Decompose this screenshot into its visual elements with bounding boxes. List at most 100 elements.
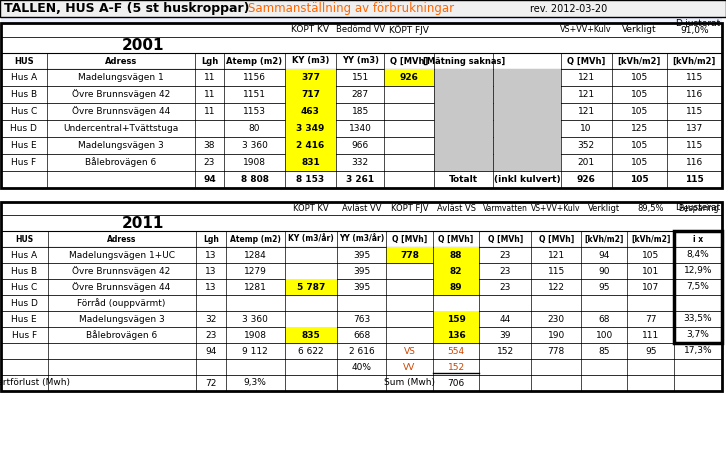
Bar xyxy=(434,120,494,137)
Text: 38: 38 xyxy=(204,141,215,150)
Text: i x: i x xyxy=(693,235,703,244)
Text: rev. 2012-03-20: rev. 2012-03-20 xyxy=(530,4,607,14)
Text: Kulvertförlust (Mwh): Kulvertförlust (Mwh) xyxy=(0,379,70,387)
Text: 23: 23 xyxy=(205,331,216,339)
Text: Q [MVh]: Q [MVh] xyxy=(392,235,427,244)
Text: 763: 763 xyxy=(353,314,370,323)
Text: 77: 77 xyxy=(645,314,656,323)
Bar xyxy=(1,120,722,137)
Text: 105: 105 xyxy=(631,158,648,167)
Bar xyxy=(494,69,560,86)
Text: 17,3%: 17,3% xyxy=(684,347,712,356)
Text: 107: 107 xyxy=(642,283,659,291)
Text: 44: 44 xyxy=(499,314,511,323)
Text: 13: 13 xyxy=(205,266,216,275)
Text: 88: 88 xyxy=(450,251,462,260)
Text: Hus F: Hus F xyxy=(12,158,36,167)
Text: 13: 13 xyxy=(205,251,216,260)
Text: Undercentral+Tvättstuga: Undercentral+Tvättstuga xyxy=(63,124,179,133)
Text: Adress: Adress xyxy=(105,57,136,66)
Text: 68: 68 xyxy=(598,314,610,323)
Text: 287: 287 xyxy=(351,90,369,99)
Text: Lgh: Lgh xyxy=(203,235,219,244)
Text: 5 787: 5 787 xyxy=(297,283,325,291)
Text: Varmvatten: Varmvatten xyxy=(483,204,528,213)
Text: 115: 115 xyxy=(686,141,703,150)
Text: Adress: Adress xyxy=(107,235,136,244)
Bar xyxy=(1,263,722,279)
Text: 2 616: 2 616 xyxy=(348,347,375,356)
Text: Q [MVh]: Q [MVh] xyxy=(567,57,605,66)
Text: 1284: 1284 xyxy=(244,251,266,260)
Bar xyxy=(1,343,722,359)
Text: Atemp (m2): Atemp (m2) xyxy=(227,57,282,66)
Text: 7,5%: 7,5% xyxy=(687,283,709,291)
Text: [kVh/m2]: [kVh/m2] xyxy=(618,57,661,66)
Text: 12,9%: 12,9% xyxy=(684,266,712,275)
Text: 89,5%: 89,5% xyxy=(637,204,664,213)
Text: [kVh/m2]: [kVh/m2] xyxy=(673,57,716,66)
Text: 8,4%: 8,4% xyxy=(687,251,709,260)
Text: 1279: 1279 xyxy=(244,266,266,275)
Text: Hus C: Hus C xyxy=(11,283,38,291)
Bar xyxy=(433,311,479,327)
Text: 352: 352 xyxy=(578,141,595,150)
Text: VS+VV+Kulv: VS+VV+Kulv xyxy=(560,25,612,34)
Text: Hus A: Hus A xyxy=(11,251,37,260)
Text: 778: 778 xyxy=(400,251,419,260)
Text: 159: 159 xyxy=(446,314,465,323)
Text: Q [MVh]: Q [MVh] xyxy=(439,235,473,244)
Text: Sum (Mwh): Sum (Mwh) xyxy=(384,379,435,387)
Bar xyxy=(1,171,722,188)
Text: 115: 115 xyxy=(685,175,703,184)
Text: 23: 23 xyxy=(499,283,511,291)
Text: Övre Brunnsvägen 42: Övre Brunnsvägen 42 xyxy=(73,266,171,276)
Text: Q [MVh]: Q [MVh] xyxy=(539,235,574,244)
Text: 95: 95 xyxy=(598,283,610,291)
Text: 137: 137 xyxy=(686,124,703,133)
Text: 395: 395 xyxy=(353,251,370,260)
Text: 11: 11 xyxy=(204,90,215,99)
Text: 115: 115 xyxy=(547,266,565,275)
Text: D-justerat: D-justerat xyxy=(674,19,720,29)
Text: 395: 395 xyxy=(353,266,370,275)
Text: 89: 89 xyxy=(450,283,462,291)
Text: Totalt: Totalt xyxy=(449,175,478,184)
Text: 91,0%: 91,0% xyxy=(680,25,709,34)
Bar xyxy=(1,86,722,103)
Text: 3 360: 3 360 xyxy=(242,141,267,150)
Text: VS: VS xyxy=(404,347,415,356)
Bar xyxy=(433,279,479,295)
Text: 40%: 40% xyxy=(351,362,372,371)
Text: 3 349: 3 349 xyxy=(296,124,325,133)
Bar xyxy=(1,279,722,295)
Text: 39: 39 xyxy=(499,331,511,339)
Text: 95: 95 xyxy=(645,347,656,356)
Bar xyxy=(1,327,722,343)
Text: Madelungsvägen 1: Madelungsvägen 1 xyxy=(78,73,163,82)
Text: 94: 94 xyxy=(598,251,610,260)
Bar xyxy=(433,247,479,263)
Bar xyxy=(434,86,494,103)
Text: TALLEN, HUS A-F (5 st huskroppar): TALLEN, HUS A-F (5 st huskroppar) xyxy=(4,2,250,15)
Text: 966: 966 xyxy=(351,141,369,150)
Bar xyxy=(1,247,722,263)
Text: 3 261: 3 261 xyxy=(346,175,374,184)
Text: 90: 90 xyxy=(598,266,610,275)
Text: KÖPT KV: KÖPT KV xyxy=(293,204,329,213)
Bar xyxy=(285,327,337,343)
Text: 10: 10 xyxy=(580,124,592,133)
Text: [kVh/m2]: [kVh/m2] xyxy=(631,235,670,244)
Bar xyxy=(1,202,722,215)
Text: 82: 82 xyxy=(450,266,462,275)
Text: 105: 105 xyxy=(630,175,648,184)
Text: 23: 23 xyxy=(499,266,511,275)
Bar xyxy=(1,137,722,154)
Text: [Mätning saknas]: [Mätning saknas] xyxy=(423,57,505,66)
Text: Övre Brunnsvägen 42: Övre Brunnsvägen 42 xyxy=(72,90,170,100)
Bar xyxy=(494,120,560,137)
Text: Hus B: Hus B xyxy=(11,90,37,99)
Text: 9,3%: 9,3% xyxy=(244,379,266,387)
Bar xyxy=(285,137,336,154)
Text: Avläst VV: Avläst VV xyxy=(342,204,381,213)
